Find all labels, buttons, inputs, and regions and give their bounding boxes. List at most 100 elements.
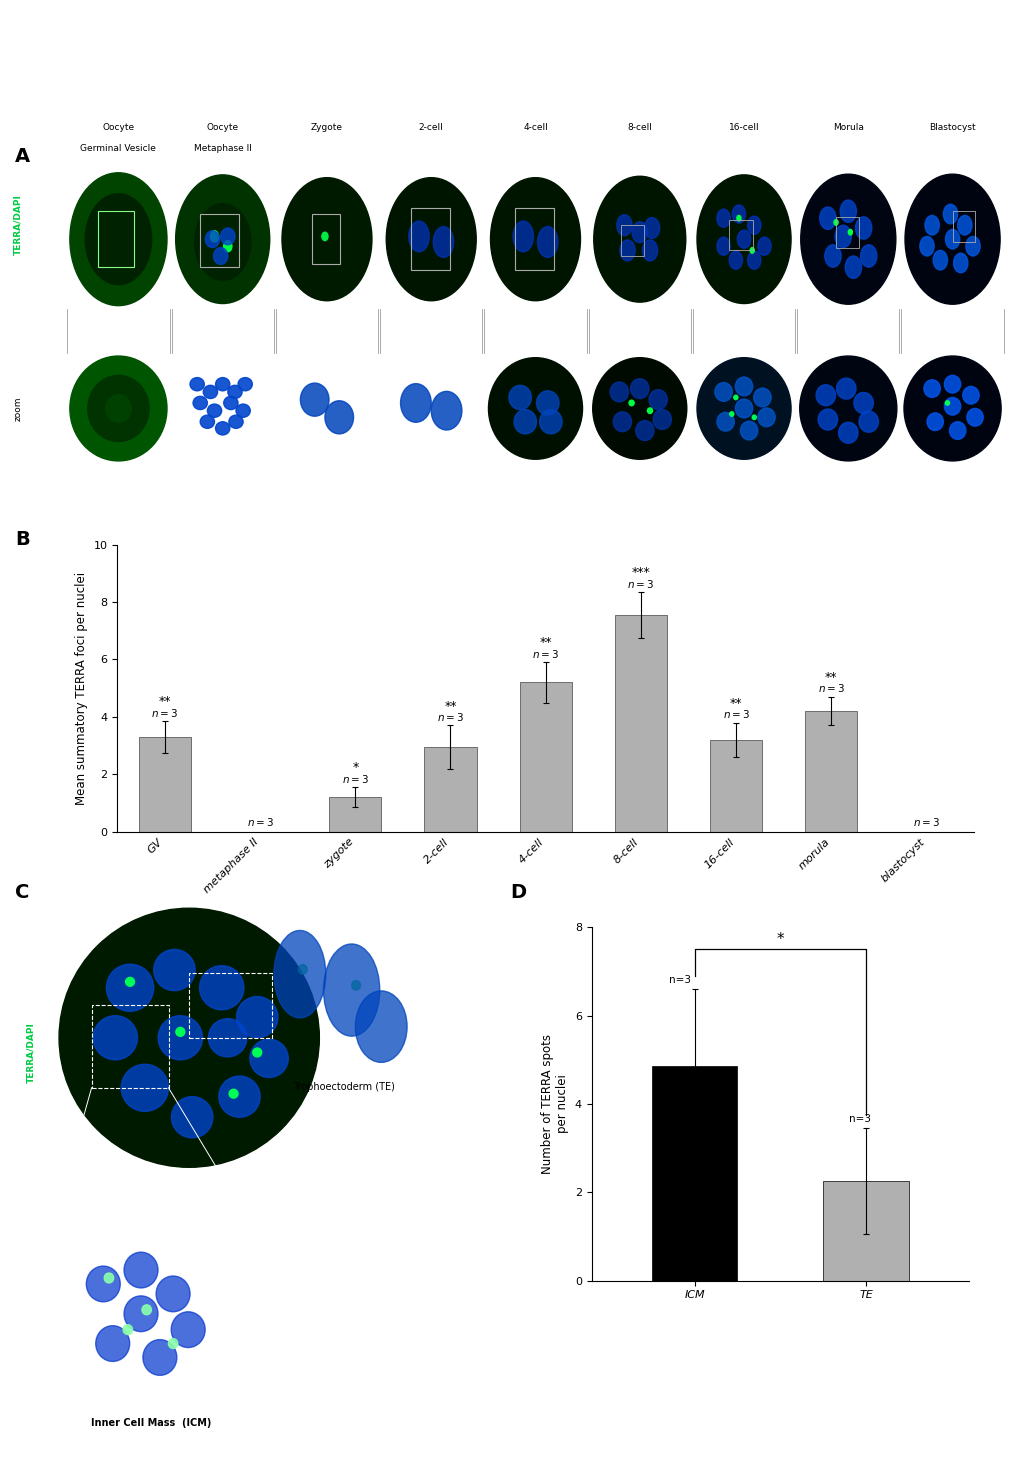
Bar [804,711,857,832]
Ellipse shape [86,194,152,284]
Ellipse shape [513,221,533,252]
Bar [621,225,643,256]
Ellipse shape [945,230,959,249]
Text: Germinal Vesicle: Germinal Vesicle [81,144,156,153]
Ellipse shape [274,930,325,1019]
Ellipse shape [281,178,372,300]
Ellipse shape [386,178,476,300]
Ellipse shape [696,175,791,303]
Text: TERRA/DAPI: TERRA/DAPI [26,1022,35,1083]
Ellipse shape [154,949,195,991]
Ellipse shape [735,377,752,396]
Ellipse shape [953,253,967,272]
Ellipse shape [143,1340,176,1375]
Ellipse shape [490,178,580,300]
Ellipse shape [732,205,745,224]
Ellipse shape [903,356,1000,461]
Text: $n=3$: $n=3$ [627,577,654,590]
Ellipse shape [253,1048,262,1057]
Ellipse shape [648,390,666,409]
Ellipse shape [142,1304,151,1314]
Bar [312,213,340,265]
Ellipse shape [537,227,557,258]
Text: n=3: n=3 [668,974,690,985]
Ellipse shape [190,378,204,392]
Text: **: ** [444,699,457,712]
Text: $n=3$: $n=3$ [341,773,369,785]
Ellipse shape [106,394,131,422]
Ellipse shape [612,412,631,431]
Ellipse shape [696,358,791,459]
Text: n=3: n=3 [848,1114,870,1125]
Ellipse shape [200,966,244,1010]
Ellipse shape [237,378,252,392]
Bar [728,219,752,250]
Ellipse shape [70,172,167,306]
Text: A: A [15,147,31,166]
Ellipse shape [609,383,628,402]
Text: **: ** [539,636,551,649]
Ellipse shape [536,392,558,415]
Text: *: * [352,761,358,774]
Bar [139,737,191,832]
Ellipse shape [124,1253,158,1288]
Ellipse shape [124,1295,158,1332]
Ellipse shape [860,244,876,268]
Ellipse shape [838,422,857,443]
Ellipse shape [171,1097,213,1138]
Ellipse shape [205,231,219,247]
Text: Oocyte: Oocyte [207,124,238,132]
Ellipse shape [957,215,971,236]
Bar [822,1181,908,1281]
Text: 8-cell: 8-cell [627,124,651,132]
Ellipse shape [714,383,732,402]
Ellipse shape [923,380,940,397]
Ellipse shape [207,403,221,418]
Ellipse shape [593,177,685,302]
Ellipse shape [740,421,757,440]
Text: Metaphase II: Metaphase II [194,144,252,153]
Ellipse shape [175,175,269,303]
Ellipse shape [757,237,770,255]
Ellipse shape [799,356,896,461]
Ellipse shape [716,237,730,255]
Ellipse shape [215,421,229,436]
Ellipse shape [620,240,635,261]
Ellipse shape [966,408,982,427]
Bar [614,615,666,832]
Ellipse shape [962,386,978,405]
Ellipse shape [949,421,965,440]
Ellipse shape [59,908,319,1167]
Bar [411,209,449,269]
Text: Blastocyst: Blastocyst [928,124,975,132]
Ellipse shape [944,397,960,415]
Bar [709,740,761,832]
Text: $n=3$: $n=3$ [817,683,844,695]
Text: $n=3$: $n=3$ [247,817,273,829]
Y-axis label: Mean summatory TERRA foci per nuclei: Mean summatory TERRA foci per nuclei [75,571,88,805]
Ellipse shape [433,227,453,258]
Ellipse shape [123,1325,132,1335]
Ellipse shape [104,1273,113,1284]
Ellipse shape [729,412,733,417]
Ellipse shape [168,1338,177,1348]
Ellipse shape [836,378,855,399]
Ellipse shape [213,247,227,265]
Ellipse shape [193,396,207,409]
Ellipse shape [539,409,561,434]
Ellipse shape [299,964,307,974]
Ellipse shape [158,1016,203,1060]
Ellipse shape [817,409,837,430]
Bar [424,746,476,832]
Text: $n=3$: $n=3$ [912,817,940,829]
Ellipse shape [932,250,947,269]
Text: $n=3$: $n=3$ [151,707,178,718]
Ellipse shape [834,219,838,225]
Text: **: ** [730,696,742,710]
Ellipse shape [965,237,979,256]
Ellipse shape [228,415,243,428]
Text: $n=3$: $n=3$ [721,708,749,720]
Ellipse shape [235,403,250,418]
Bar [92,1005,168,1088]
Ellipse shape [747,216,760,234]
